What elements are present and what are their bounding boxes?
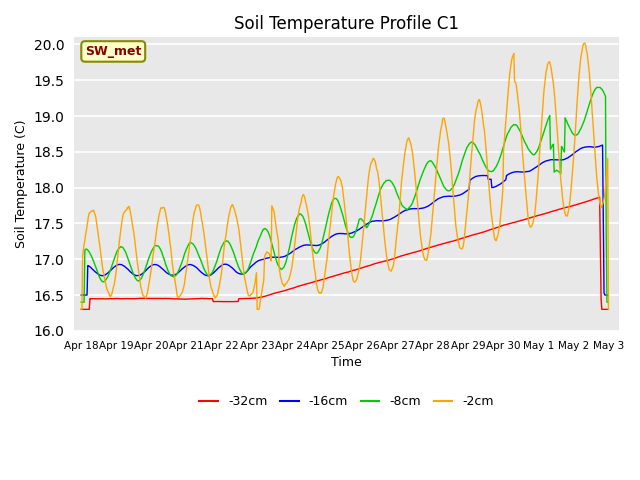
-32cm xyxy=(77,306,85,312)
-16cm xyxy=(599,142,607,148)
Text: SW_met: SW_met xyxy=(85,45,141,58)
-2cm xyxy=(77,306,85,312)
-8cm xyxy=(77,300,85,305)
-8cm xyxy=(141,267,149,273)
-16cm xyxy=(77,292,85,298)
-16cm xyxy=(605,292,612,298)
-32cm xyxy=(223,299,230,304)
-8cm xyxy=(195,252,202,258)
-8cm xyxy=(605,300,612,305)
-8cm xyxy=(223,238,230,244)
-32cm xyxy=(409,250,417,256)
Title: Soil Temperature Profile C1: Soil Temperature Profile C1 xyxy=(234,15,459,33)
-16cm xyxy=(195,267,202,273)
-32cm xyxy=(195,296,202,301)
-8cm xyxy=(409,200,417,205)
-16cm xyxy=(409,206,417,212)
-16cm xyxy=(87,264,95,270)
Legend: -32cm, -16cm, -8cm, -2cm: -32cm, -16cm, -8cm, -2cm xyxy=(195,390,499,413)
Line: -2cm: -2cm xyxy=(81,43,609,309)
-32cm xyxy=(424,245,432,251)
-32cm xyxy=(87,296,95,301)
-32cm xyxy=(605,306,612,312)
-8cm xyxy=(424,159,432,165)
-32cm xyxy=(596,194,604,200)
-16cm xyxy=(141,268,149,274)
Y-axis label: Soil Temperature (C): Soil Temperature (C) xyxy=(15,120,28,248)
-2cm xyxy=(195,202,202,208)
-2cm xyxy=(424,251,432,257)
-2cm xyxy=(409,151,417,156)
X-axis label: Time: Time xyxy=(331,356,362,369)
-16cm xyxy=(223,262,230,267)
-16cm xyxy=(424,204,432,209)
-2cm xyxy=(605,306,612,312)
-2cm xyxy=(223,229,230,235)
Line: -16cm: -16cm xyxy=(81,145,609,295)
-8cm xyxy=(87,252,95,258)
-8cm xyxy=(593,84,600,90)
Line: -32cm: -32cm xyxy=(81,197,609,309)
Line: -8cm: -8cm xyxy=(81,87,609,302)
-2cm xyxy=(581,40,589,46)
-2cm xyxy=(87,209,95,215)
-2cm xyxy=(141,294,149,300)
-32cm xyxy=(141,296,149,301)
